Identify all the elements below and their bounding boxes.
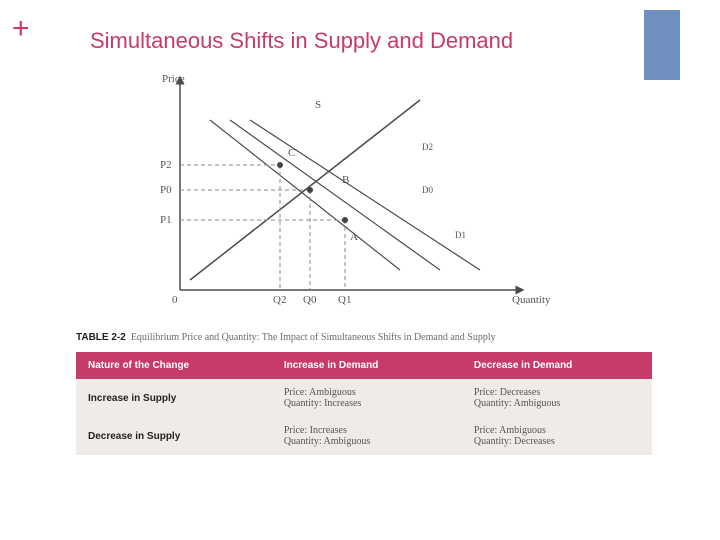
table-caption: TABLE 2-2 Equilibrium Price and Quantity… [76, 332, 496, 343]
label-D1: D1 [455, 230, 466, 240]
table-row: Increase in Supply Price: AmbiguousQuant… [76, 379, 652, 417]
col-nature: Nature of the Change [76, 352, 272, 379]
tick-q1: Q1 [338, 294, 351, 306]
origin-label: 0 [172, 294, 178, 306]
point-B [307, 187, 313, 193]
point-C [277, 162, 283, 168]
cell: Price: DecreasesQuantity: Ambiguous [462, 379, 652, 417]
label-D2: D2 [422, 142, 433, 152]
col-decrease: Decrease in Demand [462, 352, 652, 379]
demand-d2 [210, 120, 400, 270]
side-accent-bar [644, 10, 680, 80]
label-S: S [315, 99, 321, 111]
label-D0: D0 [422, 185, 433, 195]
slide-root: + Simultaneous Shifts in Supply and Dema… [0, 0, 720, 540]
col-increase: Increase in Demand [272, 352, 462, 379]
cell: Price: AmbiguousQuantity: Decreases [462, 417, 652, 455]
row-stub: Increase in Supply [76, 379, 272, 417]
x-axis-label: Quantity [512, 294, 551, 306]
row-stub: Decrease in Supply [76, 417, 272, 455]
slide-title: Simultaneous Shifts in Supply and Demand [90, 28, 513, 54]
tick-p1: P1 [160, 214, 172, 226]
demand-d0 [230, 120, 440, 270]
label-B: B [342, 174, 349, 186]
supply-demand-graph: S D2 D0 D1 C B A P2 P0 P1 Q2 [120, 70, 560, 320]
table-caption-text: Equilibrium Price and Quantity: The Impa… [131, 332, 496, 343]
tick-p2: P2 [160, 159, 172, 171]
y-axis-label: Price [162, 73, 185, 85]
table-row: Decrease in Supply Price: IncreasesQuant… [76, 417, 652, 455]
cell: Price: AmbiguousQuantity: Increases [272, 379, 462, 417]
tick-p0: P0 [160, 184, 172, 196]
table-header-row: Nature of the Change Increase in Demand … [76, 352, 652, 379]
plus-icon: + [12, 12, 30, 46]
label-A: A [350, 231, 358, 243]
tick-q0: Q0 [303, 294, 317, 306]
outcome-table: Nature of the Change Increase in Demand … [76, 352, 652, 455]
label-C: C [288, 147, 295, 159]
point-A [342, 217, 348, 223]
table-number: TABLE 2-2 [76, 332, 126, 343]
tick-q2: Q2 [273, 294, 286, 306]
cell: Price: IncreasesQuantity: Ambiguous [272, 417, 462, 455]
